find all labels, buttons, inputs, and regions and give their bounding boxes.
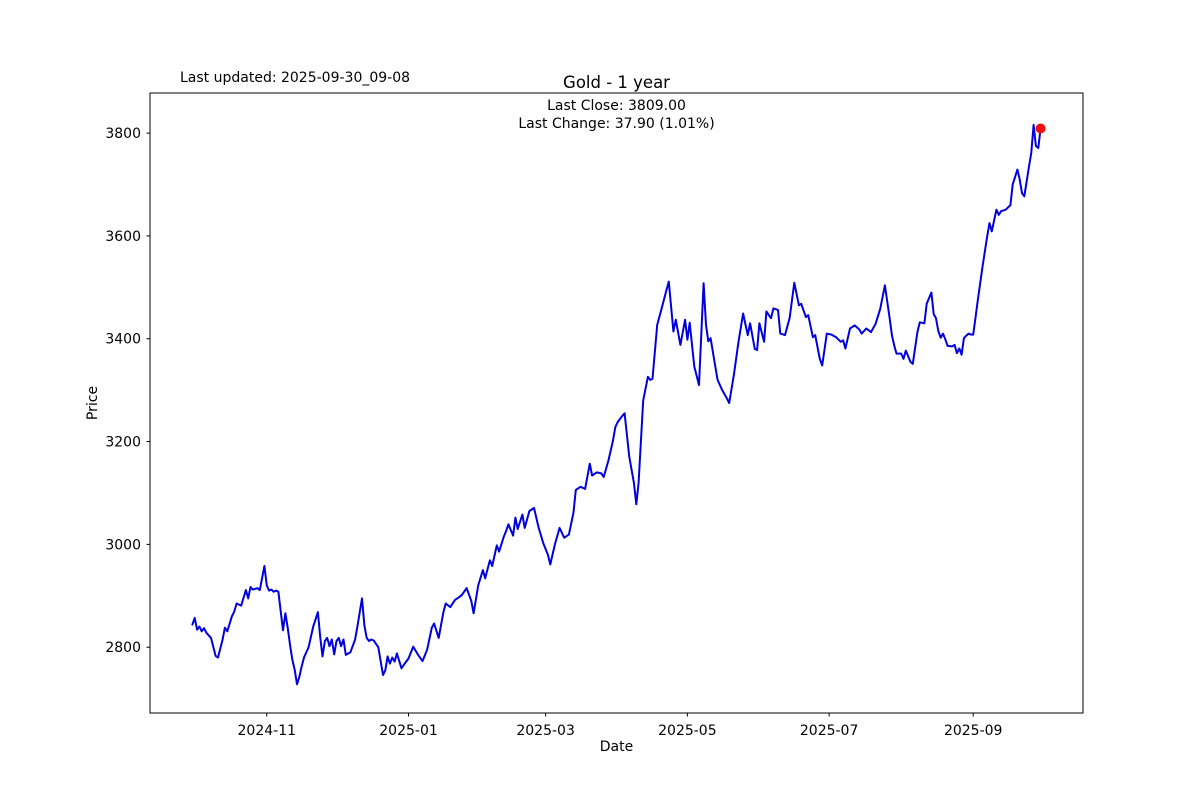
x-tick-label: 2025-09 (944, 723, 1003, 739)
plot-border (149, 92, 1084, 714)
x-tick-label: 2025-05 (658, 723, 717, 739)
x-tick-label: 2024-11 (238, 723, 297, 739)
x-axis-ticks: 2024-11 2025-01 2025-03 2025-05 2025-07 2025-… (238, 713, 1003, 739)
y-axis-ticks: 2800 3000 3200 3400 3600 3800 (105, 126, 150, 656)
x-tick-label: 2025-03 (516, 723, 575, 739)
last-point-marker (1035, 123, 1046, 134)
subtitle-last-change: Last Change: 37.90 (1.01%) (518, 116, 714, 132)
x-tick-label: 2025-07 (800, 723, 859, 739)
y-tick-label: 3600 (105, 229, 141, 245)
price-line (191, 123, 1042, 686)
y-tick-label: 3400 (105, 332, 141, 348)
price-line-group (191, 123, 1046, 686)
y-tick-label: 3200 (105, 435, 141, 451)
y-tick-label: 2800 (105, 640, 141, 656)
x-tick-label: 2025-01 (379, 723, 438, 739)
subtitle-last-close: Last Close: 3809.00 (547, 98, 686, 114)
chart-title: Gold - 1 year (563, 73, 670, 92)
x-axis-label: Date (600, 739, 633, 755)
y-tick-label: 3800 (105, 126, 141, 142)
y-axis-label: Price (85, 386, 101, 420)
y-tick-label: 3000 (105, 537, 141, 553)
last-updated-label: Last updated: 2025-09-30_09-08 (180, 70, 410, 86)
